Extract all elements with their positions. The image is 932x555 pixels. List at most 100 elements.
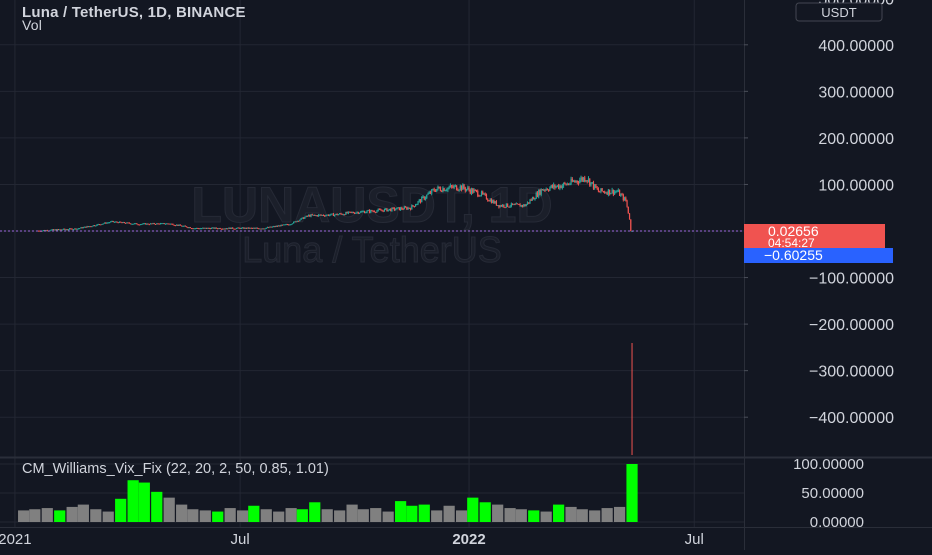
candle-body (240, 227, 242, 229)
candle-body (538, 189, 540, 197)
candle-body (299, 219, 301, 221)
candle-body (468, 187, 470, 190)
candle-body (572, 181, 575, 183)
candle-body (118, 221, 121, 223)
candle-body (331, 213, 333, 215)
candle-body (414, 205, 417, 207)
candle-body (358, 212, 361, 214)
vix-bar (296, 509, 308, 522)
candle-body (577, 182, 580, 184)
candle-body (403, 206, 405, 210)
candle-body (465, 189, 468, 191)
candle-body (127, 222, 129, 224)
candle-body (533, 197, 535, 200)
price-tick-label: −100.00000 (809, 271, 894, 288)
candle-body (271, 226, 274, 228)
candle-body (168, 223, 170, 225)
unit-label: USDT (821, 5, 856, 20)
candle-body (193, 228, 195, 230)
candle-body (288, 224, 290, 226)
candle-body (404, 206, 407, 208)
candle-body (306, 215, 308, 217)
candle-body (628, 213, 631, 220)
vix-bar (418, 504, 430, 522)
price-tick-label: −400.00000 (809, 410, 894, 427)
candle-body (355, 212, 357, 214)
candle-body (388, 208, 391, 210)
candle-body (610, 192, 612, 195)
candle-body (576, 180, 578, 183)
candle-body (524, 204, 526, 207)
candle-body (183, 225, 185, 227)
time-label: Jul (231, 531, 250, 548)
candle-body (525, 204, 527, 207)
candle-body (346, 212, 348, 214)
candle-body (235, 228, 237, 230)
candle-body (626, 200, 628, 207)
candle-body (600, 188, 602, 192)
candle-body (503, 204, 505, 207)
candle-body (409, 208, 412, 210)
candle-body (340, 213, 342, 215)
candle-body (625, 197, 627, 201)
candle-body (296, 220, 298, 222)
candle-body (589, 178, 591, 186)
candle-body (428, 192, 430, 194)
candle-body (172, 223, 174, 225)
candle-body (320, 214, 322, 216)
candle-body (80, 227, 82, 229)
candle-body (432, 189, 434, 191)
candle-body (377, 209, 379, 211)
candle-body (459, 185, 461, 190)
price-tick-label: 300.00000 (818, 84, 894, 101)
vix-bar (138, 482, 150, 522)
candle-body (416, 203, 418, 206)
candle-body (454, 185, 456, 187)
vix-bar (528, 510, 540, 522)
candle-body (550, 185, 552, 188)
candle-body (423, 196, 425, 200)
candle-body (479, 195, 481, 197)
candle-body (228, 227, 230, 229)
candle-body (159, 223, 162, 225)
vix-bar (212, 511, 224, 522)
candle-body (77, 228, 79, 230)
candle-body (151, 223, 153, 225)
candle-body (251, 227, 254, 229)
candle-body (498, 205, 500, 208)
vix-bar (187, 509, 199, 522)
candle-body (263, 228, 265, 230)
candle-body (65, 229, 67, 231)
candle-body (64, 228, 66, 230)
candle-body (457, 190, 459, 192)
candle-body (67, 229, 70, 231)
candle-body (153, 223, 155, 225)
candle-body (392, 207, 394, 209)
candle-body (386, 208, 388, 212)
candle-body (408, 207, 410, 209)
candle-body (90, 226, 92, 228)
candle-body (484, 193, 486, 195)
candle-body (575, 180, 577, 182)
candle-body (595, 184, 597, 188)
candle-body (192, 228, 194, 230)
candle-body (285, 224, 287, 226)
candle-body (353, 212, 356, 214)
candle-body (509, 206, 511, 208)
candle-body (574, 181, 576, 183)
candle-body (256, 227, 259, 229)
candle-body (244, 227, 246, 229)
candle-body (422, 196, 424, 198)
candle-body (269, 226, 271, 228)
candle-body (446, 190, 448, 192)
candle-body (564, 182, 566, 184)
candle-body (286, 224, 288, 226)
candle-body (439, 188, 442, 191)
candle-body (218, 228, 220, 230)
candle-body (278, 225, 280, 227)
indicator-tick-label: 0.00000 (810, 514, 864, 531)
candle-body (594, 184, 596, 189)
indicator-value: −0.60255 (764, 247, 823, 263)
